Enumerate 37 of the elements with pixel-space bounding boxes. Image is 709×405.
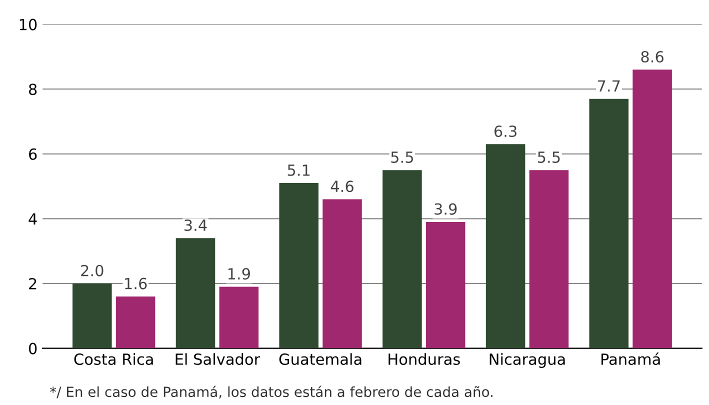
data-label: 5.5	[538, 152, 560, 163]
data-label: 3.9	[434, 203, 457, 215]
bar	[72, 284, 112, 348]
y-tick-label: 4	[28, 213, 37, 225]
bar	[529, 170, 569, 348]
x-tick-label: Panamá	[602, 352, 660, 365]
data-label: 4.6	[330, 180, 354, 192]
bar	[426, 222, 466, 348]
y-tick-label: 10	[20, 18, 37, 30]
x-tick-label: El Salvador	[176, 353, 260, 365]
bar	[279, 183, 318, 348]
x-tick-label: Guatemala	[279, 353, 362, 365]
data-label: 6.3	[494, 125, 516, 138]
bar	[116, 296, 156, 348]
x-tick-label: Honduras	[388, 353, 460, 365]
bar	[632, 70, 672, 348]
y-tick-label: 8	[28, 84, 37, 96]
data-label: 7.7	[598, 80, 620, 92]
data-label: 2.0	[81, 264, 104, 276]
bar	[322, 199, 362, 348]
bar	[589, 98, 629, 348]
y-tick-label: 6	[29, 148, 37, 160]
data-label: 8.6	[641, 50, 664, 63]
bar	[486, 144, 526, 348]
text: */ En el caso de Panamá, los datos están a febrero de cada año.	[50, 386, 492, 399]
bar	[219, 286, 259, 348]
data-label: 1.9	[228, 268, 250, 280]
bar	[176, 238, 216, 348]
y-tick-label: 0	[28, 342, 37, 354]
y-tick-label: 2	[29, 278, 36, 290]
data-label: 5.5	[391, 152, 414, 163]
x-tick-label: Costa Rica	[74, 353, 153, 365]
data-label: 3.4	[184, 219, 207, 232]
bar	[382, 170, 422, 348]
data-label: 1.6	[125, 278, 147, 290]
x-tick-label: Nicaragua	[490, 353, 565, 368]
data-label: 5.1	[288, 164, 310, 176]
